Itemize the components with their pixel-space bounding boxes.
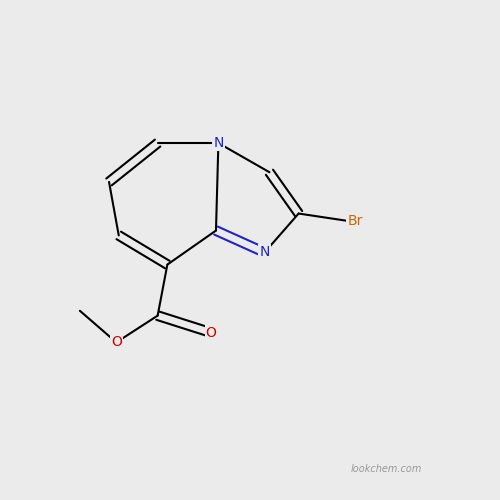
Text: O: O (206, 326, 216, 340)
Text: lookchem.com: lookchem.com (350, 464, 422, 474)
Text: Br: Br (347, 214, 362, 228)
Text: N: N (260, 246, 270, 260)
Text: N: N (213, 136, 224, 150)
Text: O: O (111, 336, 122, 349)
